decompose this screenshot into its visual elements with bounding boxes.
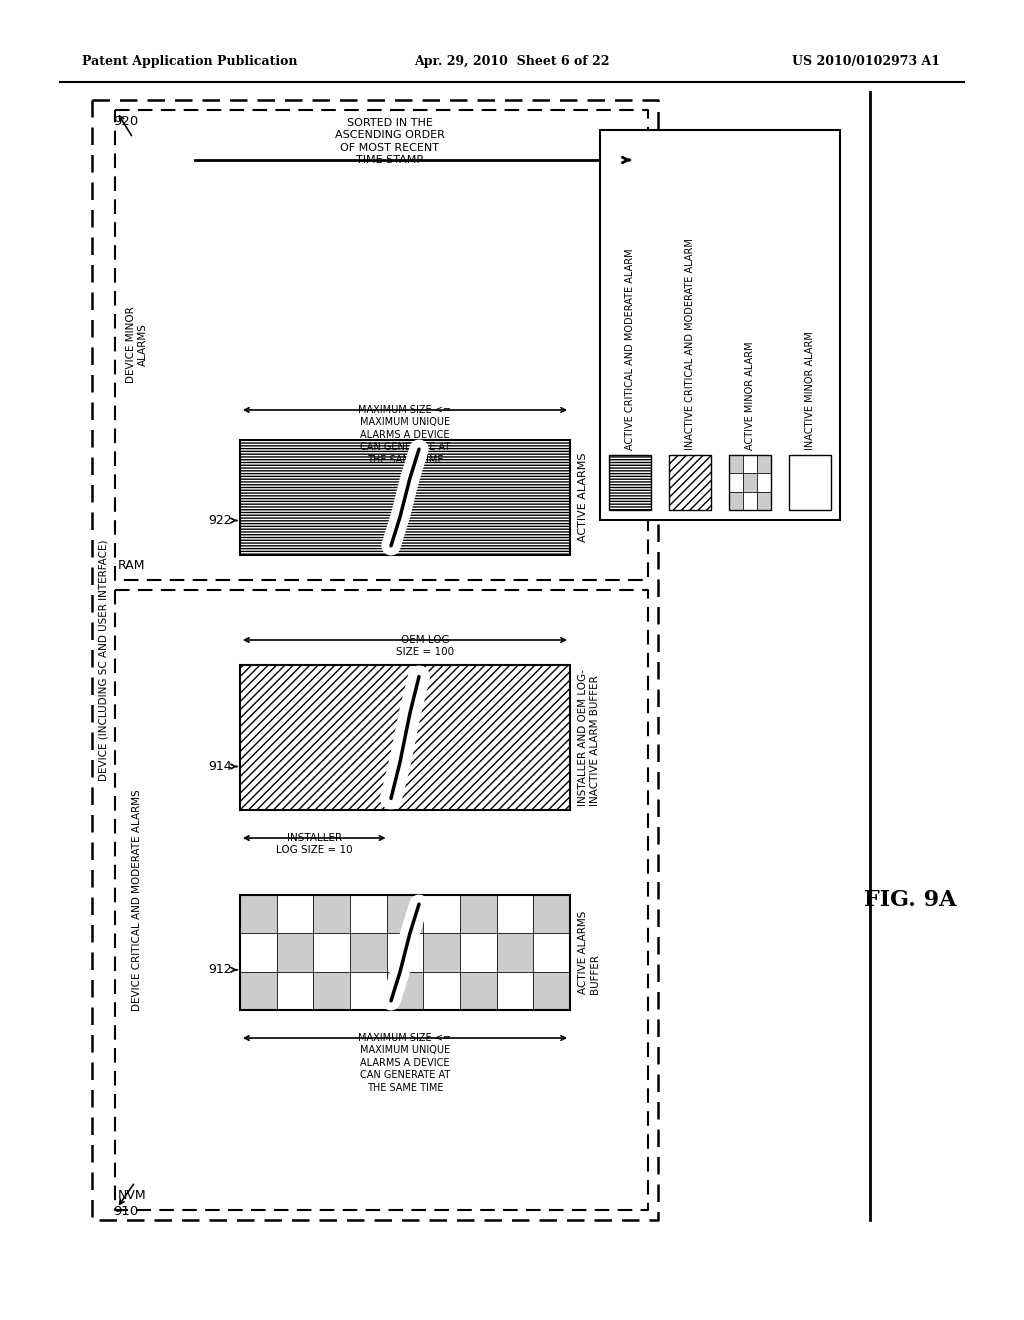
Text: ACTIVE CRITICAL AND MODERATE ALARM: ACTIVE CRITICAL AND MODERATE ALARM — [625, 248, 635, 450]
Text: DEVICE MINOR
ALARMS: DEVICE MINOR ALARMS — [126, 306, 148, 383]
Bar — [240, 933, 276, 972]
Bar — [423, 895, 460, 933]
Text: MAXIMUM SIZE <=
MAXIMUM UNIQUE
ALARMS A DEVICE
CAN GENERATE AT
THE SAME TIME: MAXIMUM SIZE <= MAXIMUM UNIQUE ALARMS A … — [358, 405, 452, 465]
Bar — [534, 933, 570, 972]
Bar — [240, 972, 276, 1010]
Text: 910: 910 — [113, 1205, 138, 1218]
Bar — [387, 933, 423, 972]
Text: MAXIMUM SIZE <=
MAXIMUM UNIQUE
ALARMS A DEVICE
CAN GENERATE AT
THE SAME TIME: MAXIMUM SIZE <= MAXIMUM UNIQUE ALARMS A … — [358, 1034, 452, 1093]
Text: 912: 912 — [208, 964, 232, 977]
Text: RAM: RAM — [118, 558, 145, 572]
Bar — [497, 895, 534, 933]
Bar — [387, 972, 423, 1010]
Bar — [460, 933, 497, 972]
Bar — [729, 491, 743, 510]
Bar — [534, 895, 570, 933]
Bar — [757, 491, 771, 510]
Bar — [387, 895, 423, 933]
Bar — [240, 665, 570, 810]
Bar — [743, 474, 757, 491]
Bar — [497, 972, 534, 1010]
Bar — [534, 972, 570, 1010]
Text: INACTIVE CRITICAL AND MODERATE ALARM: INACTIVE CRITICAL AND MODERATE ALARM — [685, 238, 695, 450]
Text: INSTALLER
LOG SIZE = 10: INSTALLER LOG SIZE = 10 — [275, 833, 352, 855]
Bar — [423, 972, 460, 1010]
Text: Patent Application Publication: Patent Application Publication — [82, 55, 298, 69]
Bar — [313, 895, 350, 933]
Text: 920: 920 — [113, 115, 138, 128]
Text: ACTIVE ALARMS: ACTIVE ALARMS — [578, 453, 588, 543]
Text: FIG. 9A: FIG. 9A — [864, 888, 956, 911]
Bar — [276, 972, 313, 1010]
Bar — [240, 895, 276, 933]
Text: US 2010/0102973 A1: US 2010/0102973 A1 — [792, 55, 940, 69]
Text: Apr. 29, 2010  Sheet 6 of 22: Apr. 29, 2010 Sheet 6 of 22 — [415, 55, 609, 69]
Text: DEVICE (INCLUDING SC AND USER INTERFACE): DEVICE (INCLUDING SC AND USER INTERFACE) — [99, 540, 109, 780]
Bar — [423, 933, 460, 972]
Bar — [276, 933, 313, 972]
Bar — [743, 491, 757, 510]
Bar — [757, 474, 771, 491]
Bar — [240, 440, 570, 554]
Text: 922: 922 — [208, 513, 232, 527]
Bar — [313, 972, 350, 1010]
Bar — [497, 933, 534, 972]
Text: SORTED IN THE
ASCENDING ORDER
OF MOST RECENT
TIME STAMP: SORTED IN THE ASCENDING ORDER OF MOST RE… — [335, 117, 445, 165]
Text: DEVICE CRITICAL AND MODERATE ALARMS: DEVICE CRITICAL AND MODERATE ALARMS — [132, 789, 142, 1011]
Bar — [729, 455, 771, 510]
Bar — [460, 895, 497, 933]
Bar — [743, 455, 757, 474]
Text: INACTIVE MINOR ALARM: INACTIVE MINOR ALARM — [805, 331, 815, 450]
Text: ACTIVE ALARMS
BUFFER: ACTIVE ALARMS BUFFER — [578, 911, 600, 994]
Bar — [276, 895, 313, 933]
Bar — [600, 129, 840, 520]
Bar — [729, 474, 743, 491]
Text: OEM LOG
SIZE = 100: OEM LOG SIZE = 100 — [396, 635, 454, 657]
Bar — [460, 972, 497, 1010]
Text: INSTALLER AND OEM LOG-
INACTIVE ALARM BUFFER: INSTALLER AND OEM LOG- INACTIVE ALARM BU… — [578, 669, 600, 807]
Text: ACTIVE MINOR ALARM: ACTIVE MINOR ALARM — [745, 342, 755, 450]
Bar — [669, 455, 711, 510]
Text: 914: 914 — [208, 760, 232, 774]
Bar — [790, 455, 831, 510]
Bar — [313, 933, 350, 972]
Bar — [240, 895, 570, 1010]
Bar — [757, 455, 771, 474]
Bar — [609, 455, 651, 510]
Bar — [350, 972, 387, 1010]
Bar — [729, 455, 743, 474]
Text: NVM: NVM — [118, 1189, 146, 1203]
Bar — [350, 895, 387, 933]
Bar — [350, 933, 387, 972]
